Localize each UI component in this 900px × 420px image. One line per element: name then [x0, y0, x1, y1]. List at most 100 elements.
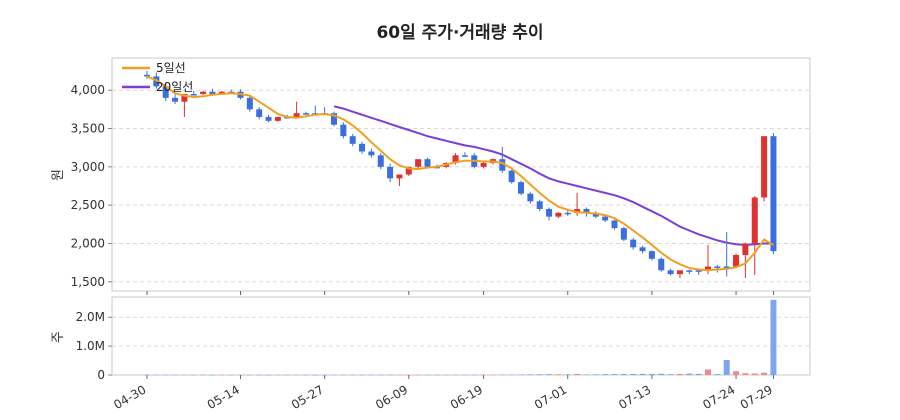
- candle: [377, 153, 384, 170]
- candle: [518, 180, 524, 196]
- candle: [742, 242, 749, 278]
- volume-bar: [761, 372, 768, 375]
- candle-body: [751, 197, 758, 244]
- volume-gridlines: [112, 316, 810, 376]
- legend: 5일선 20일선: [122, 61, 193, 94]
- price-panel: 1,500 2,000 2,500 3,000 3,500 4,000 원 5일선 20일…: [51, 57, 811, 292]
- candle-body: [480, 163, 487, 167]
- chart-title: 60일 주가·거래량 추이: [376, 23, 543, 43]
- volume-bar: [396, 374, 403, 376]
- candle-body: [705, 266, 711, 271]
- candle-body: [162, 86, 169, 98]
- x-tick-label: 05-27: [289, 382, 326, 412]
- candle: [592, 211, 599, 219]
- volume-bar: [293, 374, 300, 376]
- candle-body: [218, 91, 225, 95]
- candle: [461, 152, 468, 157]
- price-y-axis-label: 원: [51, 169, 66, 181]
- candle-body: [340, 124, 347, 137]
- volume-bar: [723, 359, 730, 375]
- volume-bar: [527, 374, 534, 375]
- volume-bar: [630, 373, 637, 375]
- candle-body: [508, 170, 515, 183]
- candle-body: [424, 159, 431, 167]
- candle-body: [387, 166, 394, 179]
- candle-body: [144, 74, 150, 77]
- candle-body: [536, 201, 543, 209]
- volume-bar: [574, 373, 581, 375]
- volume-bar: [209, 374, 216, 376]
- volume-bar: [218, 374, 225, 376]
- candle: [667, 268, 674, 276]
- candle: [761, 136, 768, 202]
- volume-bar: [359, 374, 366, 376]
- volume-bar: [770, 299, 777, 375]
- price-y-axis: 1,500 2,000 2,500 3,000 3,500 4,000: [71, 83, 112, 289]
- candle: [246, 95, 253, 112]
- volume-bar: [452, 374, 459, 376]
- candle-body: [415, 159, 422, 167]
- candle-body: [574, 208, 581, 213]
- candle: [387, 163, 394, 183]
- volume-bar: [751, 373, 758, 375]
- candle-body: [667, 270, 674, 275]
- candle-body: [583, 208, 590, 213]
- candle-body: [630, 239, 637, 248]
- candle-body: [293, 113, 300, 118]
- candle-body: [620, 228, 627, 240]
- candle: [190, 90, 197, 96]
- candle-body: [377, 155, 384, 167]
- volume-bar: [518, 374, 524, 375]
- candle-body: [733, 254, 740, 267]
- ma5-line: [146, 75, 774, 272]
- candle: [265, 114, 272, 123]
- x-tick-label: 06-09: [373, 382, 410, 412]
- price-tick-label: 1,500: [71, 275, 105, 289]
- volume-bar: [368, 374, 375, 376]
- candle: [368, 148, 375, 158]
- candle: [648, 250, 655, 261]
- volume-bar: [676, 373, 683, 375]
- candle-body: [686, 270, 693, 272]
- volume-tick-label: 1.0M: [76, 339, 105, 353]
- candle: [564, 210, 571, 216]
- volume-bar: [274, 374, 281, 376]
- candle-body: [256, 109, 263, 118]
- volume-bar: [200, 374, 207, 376]
- candle: [602, 215, 609, 223]
- volume-bar: [387, 374, 394, 376]
- candle-body: [331, 113, 337, 125]
- volume-bar: [256, 374, 263, 376]
- ma20-line: [333, 105, 774, 247]
- candle-body: [274, 117, 281, 121]
- candle: [293, 101, 300, 118]
- x-tick-label: 05-14: [205, 382, 242, 412]
- candle-body: [452, 155, 459, 164]
- ma5-layer: [146, 75, 774, 272]
- x-tick-label: 04-30: [111, 382, 148, 412]
- candle-body: [518, 182, 524, 194]
- volume-bar: [331, 374, 337, 376]
- volume-bar: [555, 374, 562, 375]
- candle-body: [648, 251, 655, 259]
- candle-body: [396, 174, 403, 179]
- price-tick-label: 2,000: [71, 236, 105, 250]
- volume-tick-label: 0: [97, 368, 105, 382]
- candle-body: [611, 220, 618, 229]
- volume-bar: [181, 374, 188, 376]
- candle-body: [368, 151, 375, 156]
- volume-panel: 0 1.0M 2.0M 주: [51, 296, 811, 382]
- candle: [630, 238, 637, 250]
- volume-bar: [162, 374, 169, 376]
- candle: [751, 195, 758, 275]
- volume-bar: [284, 374, 291, 376]
- candle-body: [564, 212, 571, 215]
- volume-bar: [433, 374, 440, 376]
- price-gridlines: [112, 89, 810, 283]
- legend-20day-label: 20일선: [156, 80, 193, 94]
- candle: [546, 207, 553, 221]
- candle: [302, 111, 309, 115]
- candle-body: [714, 266, 721, 268]
- volume-bar: [415, 374, 422, 376]
- candle: [181, 94, 188, 118]
